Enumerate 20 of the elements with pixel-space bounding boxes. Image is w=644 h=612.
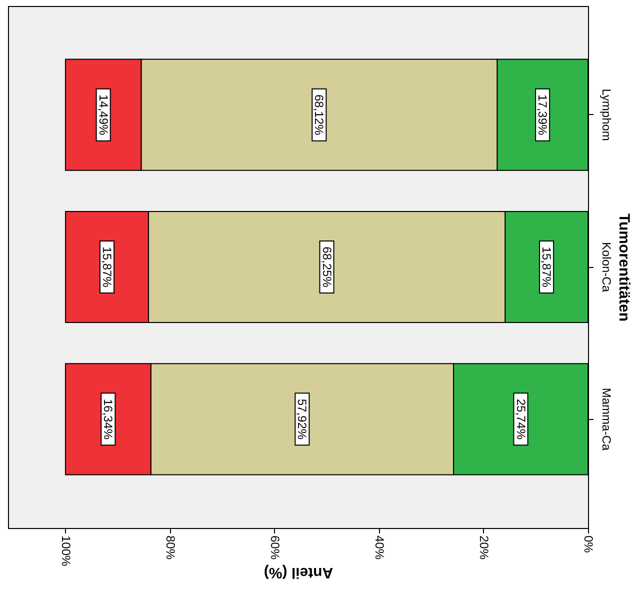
x-tick-label: 60% (268, 536, 282, 560)
data-label: 68,25% (320, 246, 334, 288)
data-label: 15,87% (540, 246, 554, 288)
data-label: 17,39% (536, 94, 550, 136)
data-label: 25,74% (514, 398, 528, 440)
x-tick-label: 80% (163, 536, 178, 560)
x-tick-label: 100% (58, 536, 73, 567)
y-tick-label: Mamma-Ca (600, 388, 614, 451)
data-label: 14,49% (96, 94, 110, 136)
data-label: 57,92% (295, 398, 310, 440)
data-label: 16,34% (101, 398, 116, 440)
x-axis-title: Anteil (%) (264, 564, 334, 582)
y-tick-label: Lymphom (600, 88, 614, 141)
x-tick-label: 20% (476, 536, 491, 560)
x-tick-label: 0% (582, 536, 596, 554)
y-axis-title: Tumorentitäten (616, 213, 632, 322)
data-label: 15,87% (100, 246, 114, 288)
y-tick-label: Kolon-Ca (600, 242, 614, 292)
data-label: 68,12% (312, 94, 326, 136)
x-tick-label: 40% (372, 536, 386, 560)
